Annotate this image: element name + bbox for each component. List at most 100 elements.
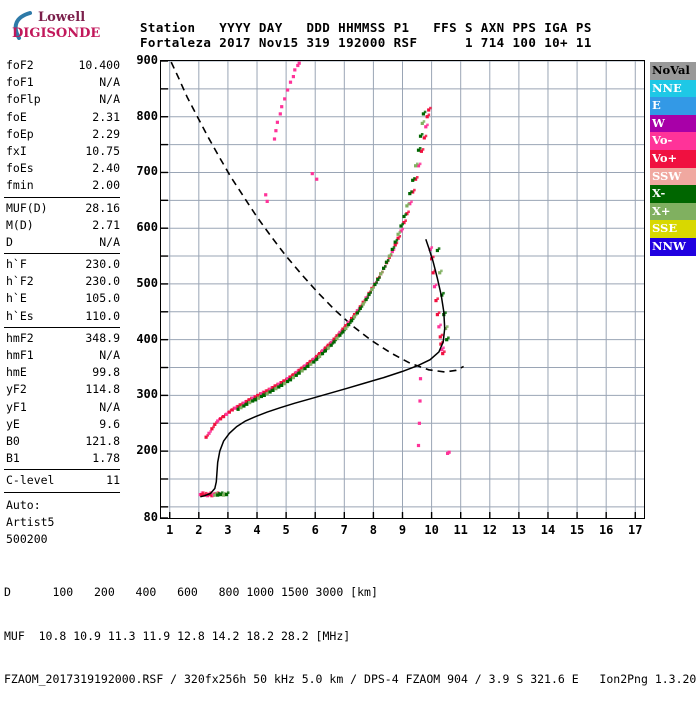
param-row: M(D) 2.71 [4,217,124,234]
divider [4,196,120,198]
x-tick-label: 13 [511,523,527,537]
ionogram-plot[interactable] [160,60,645,519]
x-tick-label: 3 [224,523,232,537]
param-key: B1 [6,451,20,466]
legend-item-x-[interactable]: X- [650,185,696,203]
param-key: yE [6,416,20,431]
param-row: foF1 N/A [4,74,124,91]
param-row: B0 121.8 [4,433,124,450]
param-key: h`F [6,257,27,272]
x-tick-label: 1 [166,523,174,537]
ionogram-canvas[interactable] [161,61,644,518]
logo-arc-icon [13,11,32,40]
legend-item-vo-[interactable]: Vo+ [650,149,696,168]
param-group-clevel: C-level 11 [4,472,124,489]
electron-density-profile [200,239,446,498]
param-row: B1 1.78 [4,450,124,467]
y-tick-label: 700 [136,164,158,179]
param-value: 2.31 [92,109,120,124]
param-value: 110.0 [85,308,120,323]
param-value: 9.6 [99,416,120,431]
logo-digisonde-text: DIGISONDE [12,26,101,41]
y-tick-label: 600 [136,220,158,235]
param-row: yF1 N/A [4,399,124,416]
x-tick-label: 6 [311,523,319,537]
legend-item-noval[interactable]: NoVal [650,62,696,80]
param-key: hmF1 [6,348,34,362]
footer-distance-row: D 100 200 400 600 800 1000 1500 3000 [km… [4,585,378,599]
axis-ticks [161,61,636,518]
param-key: MUF(D) [6,200,48,215]
legend-item-nnw[interactable]: NNW [650,237,696,256]
legend-item-w[interactable]: W [650,114,696,133]
param-row: D N/A [4,234,124,251]
param-key: fxI [6,143,27,158]
param-key: D [6,234,13,249]
legend-item-e[interactable]: E [650,97,696,115]
divider [4,491,120,493]
param-value: 2.29 [92,126,120,141]
header-column-row: Station YYYY DAY DDD HHMMSS P1 FFS S AXN… [140,20,592,35]
legend-item-vo-[interactable]: Vo- [650,132,696,150]
y-tick-label: 300 [136,387,158,402]
param-row: foFlp N/A [4,91,124,108]
x-tick-label: 16 [598,523,614,537]
x-tick-label: 2 [195,523,203,537]
legend-item-x-[interactable]: X+ [650,202,696,221]
param-group-profile: hmF2 348.9 hmF1 N/A hmE 99.8 yF2 114.8 yF1 N/… [4,330,124,468]
divider [4,253,120,255]
param-value: 105.0 [85,291,120,306]
param-key: h`E [6,291,27,306]
param-row: foE 2.31 [4,109,124,126]
param-row: MUF(D) 28.16 [4,200,124,217]
param-value: 28.16 [85,200,120,215]
param-row: yE 9.6 [4,416,124,433]
legend-item-nne[interactable]: NNE [650,79,696,98]
y-tick-label: 80 [143,510,158,524]
param-key: foFlp [6,92,41,107]
param-row: hmF2 348.9 [4,330,124,347]
param-value: 230.0 [85,257,120,272]
legend-item-ssw[interactable]: SSW [650,167,696,186]
param-row: C-level 11 [4,472,124,489]
param-group-frequencies: foF2 10.400 foF1 N/A foFlp N/A foE 2.31 foEp… [4,57,124,195]
param-key: hmF2 [6,330,34,345]
polarization-legend: NoVal NNE E W Vo- Vo+ SSW X- X+ SSE NNW [650,62,696,256]
param-key: foEp [6,126,34,141]
echo-series-1 [213,110,450,497]
x-tick-label: 11 [453,523,468,537]
param-row: fxI 10.75 [4,143,124,160]
param-group-virtual-heights: h`F 230.0 h`F2 230.0 h`E 105.0 h`Es 110.0 [4,256,124,325]
lowell-digisonde-logo: Lowell DIGISONDE [8,8,132,46]
param-value: 1.78 [92,451,120,466]
param-value: 2.71 [92,217,120,232]
y-axis-labels: 80 200 300 400 500 600 700 800 900 [126,52,158,524]
param-key: yF2 [6,382,27,397]
param-row: foEp 2.29 [4,126,124,143]
divider [4,326,120,328]
echo-series-2 [264,61,451,455]
param-value: N/A [99,234,120,249]
param-value: N/A [99,92,120,107]
grid-lines [161,61,644,518]
station-header: Station YYYY DAY DDD HHMMSS P1 FFS S AXN… [140,20,592,50]
param-value: N/A [99,348,120,362]
param-value: 11 [106,473,120,488]
param-key: hmE [6,365,27,380]
param-key: fmin [6,178,34,193]
param-value: N/A [99,399,120,414]
x-tick-label: 14 [540,523,556,537]
legend-item-sse[interactable]: SSE [650,220,696,238]
y-tick-label: 500 [136,275,158,290]
x-tick-label: 15 [569,523,585,537]
param-row: foF2 10.400 [4,57,124,74]
param-row: h`F2 230.0 [4,273,124,290]
param-value: 2.40 [92,161,120,176]
param-value: 10.400 [78,58,120,72]
y-tick-label: 400 [136,331,158,346]
x-tick-label: 10 [424,523,439,537]
param-key: B0 [6,433,20,448]
param-row: hmF1 N/A [4,347,124,364]
param-value: 2.00 [92,178,120,193]
logo-lowell-text: Lowell [38,10,86,25]
